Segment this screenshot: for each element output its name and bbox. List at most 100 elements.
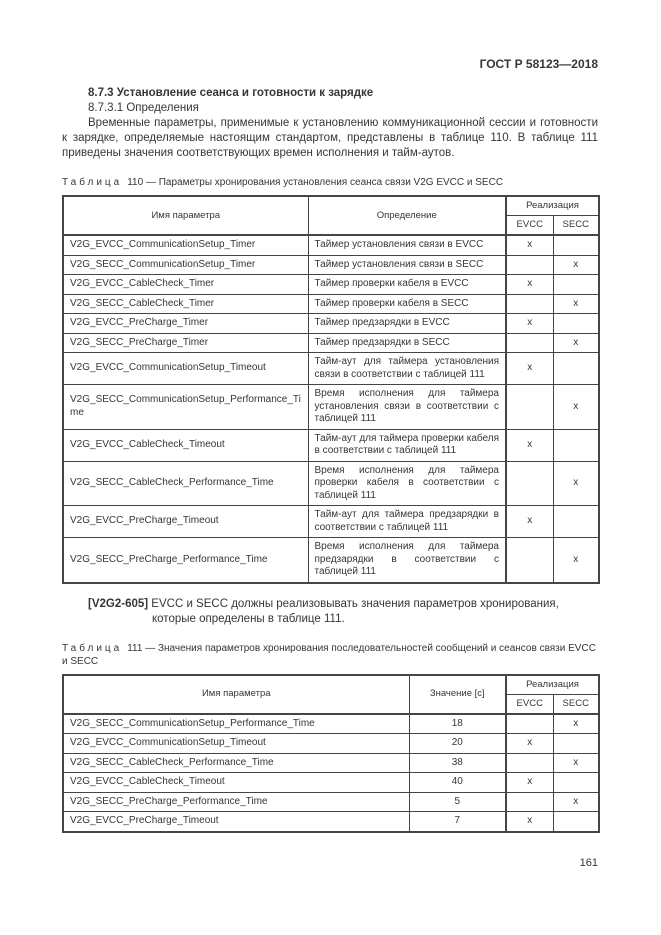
param-name-cell: V2G_EVCC_PreCharge_Timer [62, 313, 309, 334]
requirement-text: EVCC и SECC должны реализовывать значени… [151, 597, 559, 625]
page-number: 161 [579, 856, 598, 869]
table-row: V2G_SECC_PreCharge_Performance_Time 5 x [62, 791, 600, 812]
evcc-mark-cell: x [505, 352, 554, 385]
table-subheader-row: EVCC SECC [63, 215, 600, 236]
column-header-realization: Реализация [505, 674, 600, 695]
column-header-realization: Реализация [505, 195, 600, 216]
table-header-row: Имя параметра Определение Реализация [62, 195, 600, 236]
param-name-cell: V2G_SECC_PreCharge_Performance_Time [62, 791, 410, 812]
definition-cell: Тайм-аут для таймера установления связи … [307, 352, 507, 385]
evcc-mark-cell: x [505, 274, 554, 295]
evcc-mark-cell [505, 332, 554, 353]
evcc-mark-cell [505, 752, 554, 773]
table-row: V2G_SECC_CableCheck_Performance_Time 38 … [62, 752, 600, 773]
param-name-cell: V2G_EVCC_CommunicationSetup_Timeout [62, 733, 410, 754]
param-name-cell: V2G_EVCC_CableCheck_Timeout [62, 772, 410, 793]
table-row: V2G_EVCC_PreCharge_Timer Таймер предзаря… [62, 313, 600, 334]
section-heading: 8.7.3 Установление сеанса и готовности к… [88, 87, 374, 99]
table-row: V2G_EVCC_CableCheck_Timeout Тайм-аут для… [62, 428, 600, 462]
table-row: V2G_EVCC_PreCharge_Timeout Тайм-аут для … [62, 505, 600, 538]
secc-mark-cell: x [552, 791, 600, 812]
column-header-name: Имя параметра [62, 195, 309, 236]
table-subheader-row: EVCC SECC [63, 693, 600, 715]
column-header-secc: SECC [552, 693, 600, 715]
evcc-mark-cell [505, 384, 554, 430]
param-name-cell: V2G_SECC_CommunicationSetup_Performance_… [62, 384, 309, 430]
definition-cell: Время исполнения для таймера предзарядки… [307, 537, 507, 583]
secc-mark-cell: x [552, 752, 600, 773]
table-caption-label: Таблица [62, 642, 123, 654]
table-row: V2G_EVCC_PreCharge_Timeout 7 x [62, 811, 600, 832]
column-header-evcc: EVCC [505, 693, 554, 715]
table-row: V2G_SECC_CommunicationSetup_Performance_… [62, 713, 600, 734]
table-row: V2G_SECC_PreCharge_Performance_Time Врем… [62, 537, 600, 583]
evcc-mark-cell [505, 254, 554, 275]
evcc-mark-cell: x [505, 428, 554, 462]
secc-mark-cell [552, 505, 600, 538]
value-cell: 20 [408, 733, 507, 754]
table-caption-text: 111 — Значения параметров хронирования п… [62, 642, 596, 667]
value-cell: 7 [408, 811, 507, 832]
column-header-evcc: EVCC [505, 215, 554, 236]
param-name-cell: V2G_SECC_CableCheck_Performance_Time [62, 752, 410, 773]
value-cell: 18 [408, 713, 507, 734]
evcc-mark-cell: x [505, 733, 554, 754]
definition-cell: Таймер проверки кабеля в EVCC [307, 274, 507, 295]
evcc-mark-cell [505, 713, 554, 734]
secc-mark-cell [552, 428, 600, 462]
param-name-cell: V2G_EVCC_CommunicationSetup_Timeout [62, 352, 309, 385]
table-row: V2G_SECC_CommunicationSetup_Performance_… [62, 384, 600, 430]
secc-mark-cell [552, 352, 600, 385]
table-row: V2G_SECC_CommunicationSetup_Timer Таймер… [62, 254, 600, 275]
definition-cell: Таймер установления связи в EVCC [307, 234, 507, 256]
evcc-mark-cell: x [505, 772, 554, 793]
evcc-mark-cell: x [505, 313, 554, 334]
evcc-mark-cell [505, 460, 554, 506]
intro-paragraph: Временные параметры, применимые к устано… [62, 117, 598, 159]
secc-mark-cell: x [552, 332, 600, 353]
definition-cell: Таймер проверки кабеля в SECC [307, 293, 507, 314]
table-row: V2G_EVCC_CommunicationSetup_Timeout 20 x [62, 733, 600, 754]
param-name-cell: V2G_EVCC_CableCheck_Timeout [62, 428, 309, 462]
param-name-cell: V2G_SECC_PreCharge_Timer [62, 332, 309, 353]
secc-mark-cell: x [552, 713, 600, 734]
secc-mark-cell: x [552, 537, 600, 583]
secc-mark-cell [552, 313, 600, 334]
secc-mark-cell [552, 772, 600, 793]
table-row: V2G_EVCC_CableCheck_Timeout 40 x [62, 772, 600, 793]
evcc-mark-cell [505, 537, 554, 583]
table-header-row: Имя параметра Значение [с] Реализация [62, 674, 600, 715]
definition-cell: Таймер предзарядки в SECC [307, 332, 507, 353]
evcc-mark-cell: x [505, 811, 554, 832]
requirement-tag: [V2G2-605] [88, 597, 149, 610]
param-name-cell: V2G_SECC_CommunicationSetup_Performance_… [62, 713, 410, 734]
table-row: V2G_EVCC_CommunicationSetup_Timeout Тайм… [62, 352, 600, 385]
document-page: ГОСТ Р 58123—2018 8.7.3 Установление сеа… [62, 0, 600, 869]
param-name-cell: V2G_EVCC_CableCheck_Timer [62, 274, 309, 295]
secc-mark-cell [552, 274, 600, 295]
secc-mark-cell: x [552, 254, 600, 275]
evcc-mark-cell [505, 293, 554, 314]
secc-mark-cell: x [552, 460, 600, 506]
param-name-cell: V2G_SECC_CableCheck_Timer [62, 293, 309, 314]
param-name-cell: V2G_EVCC_PreCharge_Timeout [62, 505, 309, 538]
table-row: V2G_SECC_CableCheck_Timer Таймер проверк… [62, 293, 600, 314]
definition-cell: Тайм-аут для таймера предзарядки в соотв… [307, 505, 507, 538]
secc-mark-cell [552, 733, 600, 754]
requirement-v2g2-605: [V2G2-605] EVCC и SECC должны реализовыв… [62, 597, 598, 627]
column-header-secc: SECC [552, 215, 600, 236]
secc-mark-cell: x [552, 293, 600, 314]
column-header-value: Значение [с] [408, 674, 507, 715]
table-row: V2G_EVCC_CableCheck_Timer Таймер проверк… [62, 274, 600, 295]
secc-mark-cell [552, 234, 600, 256]
column-header-name: Имя параметра [62, 674, 410, 715]
value-cell: 40 [408, 772, 507, 793]
definition-cell: Таймер предзарядки в EVCC [307, 313, 507, 334]
table-111-caption: Таблица 111 — Значения параметров хрониро… [62, 642, 598, 668]
definition-cell: Время исполнения для таймера проверки ка… [307, 460, 507, 506]
table-110-caption: Таблица 110 — Параметры хронирования уста… [62, 176, 598, 189]
param-name-cell: V2G_SECC_CommunicationSetup_Timer [62, 254, 309, 275]
table-caption-label: Таблица [62, 177, 123, 188]
table-row: V2G_EVCC_CommunicationSetup_Timer Таймер… [62, 234, 600, 256]
evcc-mark-cell [505, 791, 554, 812]
